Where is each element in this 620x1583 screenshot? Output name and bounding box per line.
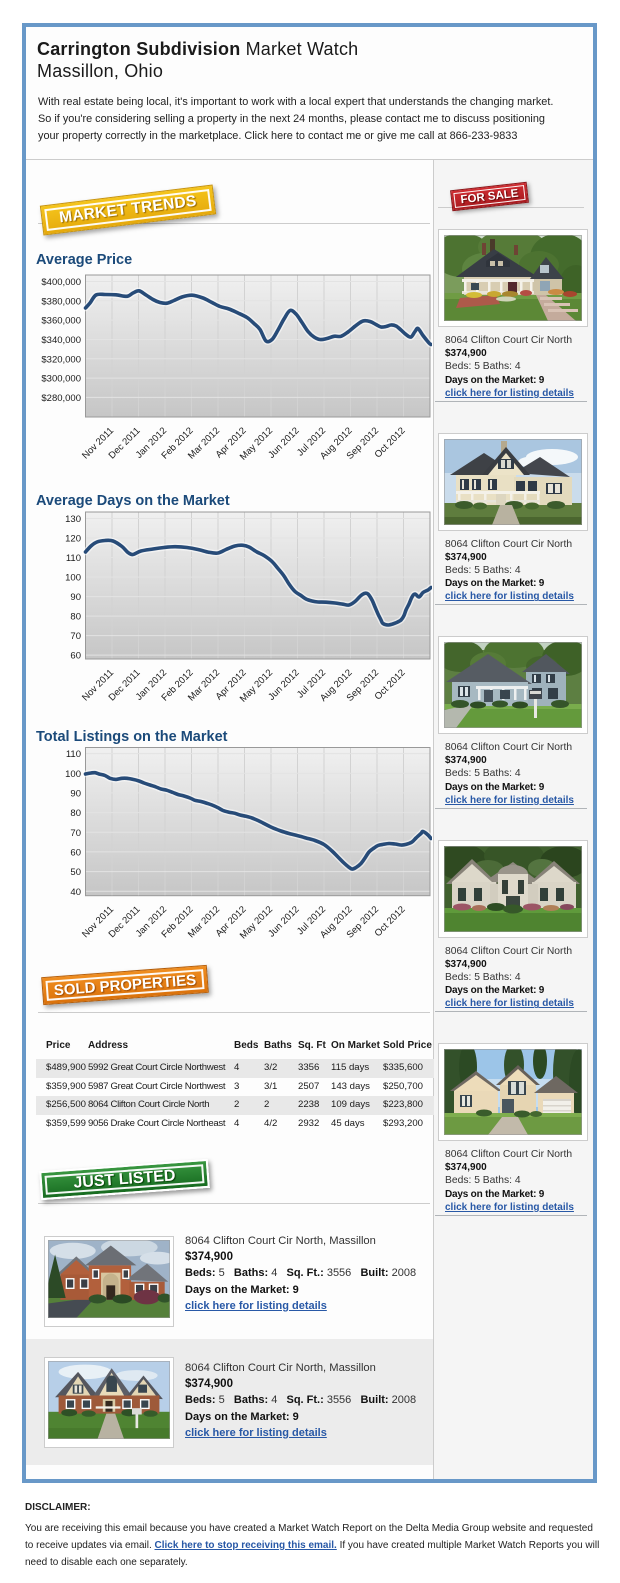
svg-text:100: 100 <box>65 573 81 584</box>
svg-text:100: 100 <box>65 769 81 780</box>
svg-text:90: 90 <box>70 592 81 603</box>
svg-text:60: 60 <box>70 651 81 662</box>
svg-text:80: 80 <box>70 808 81 819</box>
svg-text:80: 80 <box>70 612 81 623</box>
svg-text:70: 70 <box>70 828 81 839</box>
svg-text:60: 60 <box>70 847 81 858</box>
svg-text:$380,000: $380,000 <box>41 296 81 307</box>
svg-text:$300,000: $300,000 <box>41 374 81 385</box>
svg-text:$320,000: $320,000 <box>41 354 81 365</box>
svg-text:$360,000: $360,000 <box>41 316 81 327</box>
svg-text:50: 50 <box>70 867 81 878</box>
svg-text:90: 90 <box>70 788 81 799</box>
svg-text:110: 110 <box>66 749 81 760</box>
svg-text:110: 110 <box>66 553 81 564</box>
svg-text:$280,000: $280,000 <box>41 393 81 404</box>
svg-text:$400,000: $400,000 <box>41 277 81 288</box>
svg-text:130: 130 <box>65 514 81 525</box>
svg-text:70: 70 <box>70 631 81 642</box>
svg-text:120: 120 <box>65 534 81 545</box>
svg-text:40: 40 <box>70 887 81 898</box>
svg-text:$340,000: $340,000 <box>41 335 81 346</box>
